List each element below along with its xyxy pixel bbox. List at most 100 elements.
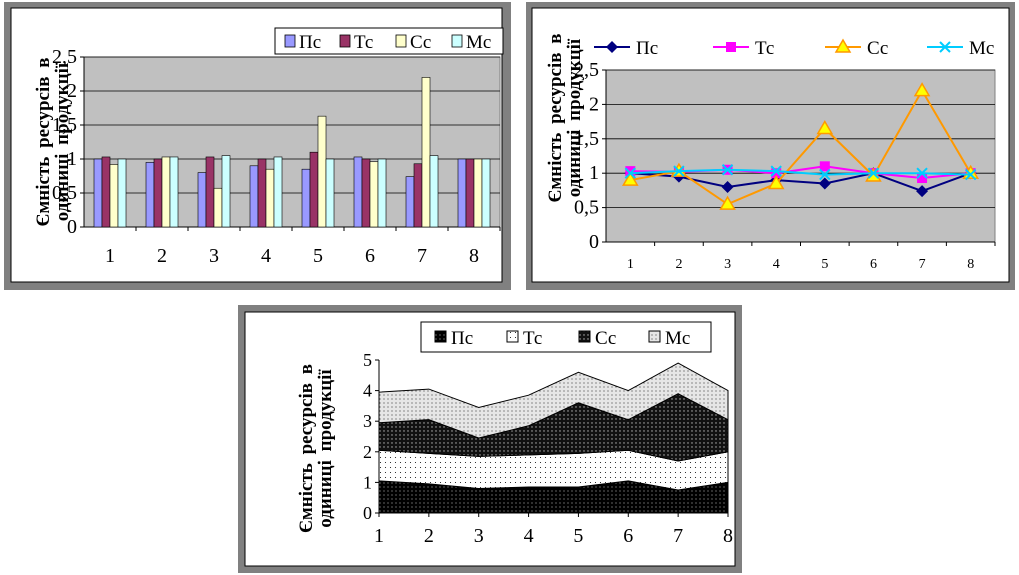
bar [93,158,103,228]
bar [273,156,283,228]
y-tick-label: 0 [363,503,372,523]
x-tick-label: 6 [870,257,877,272]
x-tick-label: 2 [157,245,167,267]
line-marker [916,185,929,198]
bar [457,158,467,228]
line-marker [816,119,834,135]
bar [317,115,327,228]
legend-box [274,27,504,55]
line-marker [624,167,637,179]
x-tick-label: 2 [675,257,682,272]
bar [405,176,415,228]
x-tick-label: 7 [919,257,926,272]
bar [161,156,171,228]
line-marker [818,177,831,190]
bar [117,158,127,228]
line-marker [771,168,782,179]
bar [205,156,215,228]
legend-swatch [284,34,296,48]
y-tick-label: 0 [67,216,77,238]
line-marker [867,167,880,179]
y-tick-label: 1,5 [52,114,77,136]
bar [197,172,207,228]
x-tick-label: 2 [424,525,434,547]
bar [421,77,431,228]
bar [377,158,387,228]
line-chart-panel: 0 0,5 1 1,5 2 2,5 Ємність ресурсів в одиниці пр… [526,2,1015,290]
y-tick-label: 2,5 [52,46,77,68]
line-marker [721,164,734,176]
bar [361,158,371,228]
legend-swatch [648,330,661,343]
x-tick-label: 3 [209,245,219,267]
legend-swatch [434,330,447,343]
legend-box [420,321,712,353]
legend-swatch [578,330,591,343]
legend-label: Пс [299,32,321,53]
line-marker [916,167,928,179]
bar [429,155,439,228]
line-marker [819,161,830,172]
bar [153,158,163,228]
x-tick-label: 5 [313,245,323,267]
line-marker [625,166,636,177]
x-tick-label: 7 [673,525,683,547]
legend-label: Мс [665,328,690,349]
y-axis-title: Ємність ресурсів в [296,364,317,533]
bar [101,156,111,228]
y-tick-label: 2,5 [574,59,599,81]
line-marker [819,168,831,181]
y-tick-label: 1 [67,148,77,170]
bar [465,158,475,228]
bar-chart-panel: 0 0,5 1 1,5 2 2,5 Ємність ресурсів в одиниці пр… [4,2,511,290]
line-marker [726,42,736,52]
x-tick-label: 8 [723,525,733,547]
x-tick-label: 1 [374,525,384,547]
legend: Пс Тс Сс Мс [274,27,504,55]
line-marker [917,173,928,184]
x-tick-label: 8 [967,257,974,272]
bar [221,155,231,228]
series-path [630,168,971,176]
legend-label: Тс [755,38,774,59]
y-tick-label: 3 [363,411,372,431]
area-chart-panel: 0 1 2 3 4 5 Ємність ресурсів в одиниці продукці… [238,305,742,573]
legend-label: Сс [595,328,616,349]
area-band [378,362,729,439]
legend-label: Мс [969,38,994,59]
y-tick-label: 2 [589,93,599,115]
x-tick-label: 1 [627,257,634,272]
x-tick-label: 4 [773,257,780,272]
x-tick-label: 5 [821,257,828,272]
y-tick-label: 1,5 [574,128,599,150]
y-axis-title: одиниці продукції [564,38,585,197]
y-axis-title: Ємність ресурсів в [545,33,566,202]
x-tick-label: 7 [417,245,427,267]
bar [249,165,259,228]
bar [301,168,311,228]
bar [481,158,491,228]
legend: Пс Тс Сс Мс [594,38,994,59]
line-marker [834,38,852,53]
legend: Пс Тс Сс Мс [420,321,712,353]
x-tick-label: 4 [524,525,534,547]
y-axis-title: Ємність ресурсів в [33,57,54,226]
bar [169,156,179,228]
bar [353,156,363,228]
bar [145,162,155,228]
bar [369,161,379,228]
line-marker [719,195,736,210]
y-tick-label: 2 [363,442,372,462]
bar [413,163,423,228]
legend-label: Пс [636,38,658,59]
x-tick-label: 3 [724,257,731,272]
y-tick-label: 0,5 [574,197,599,219]
legend-label: Сс [410,32,431,53]
y-tick-label: 0,5 [52,182,77,204]
series-path [630,172,972,193]
x-tick-label: 6 [623,525,633,547]
legend-swatch [451,34,463,48]
y-axis-title: одиниці продукції [52,62,73,221]
